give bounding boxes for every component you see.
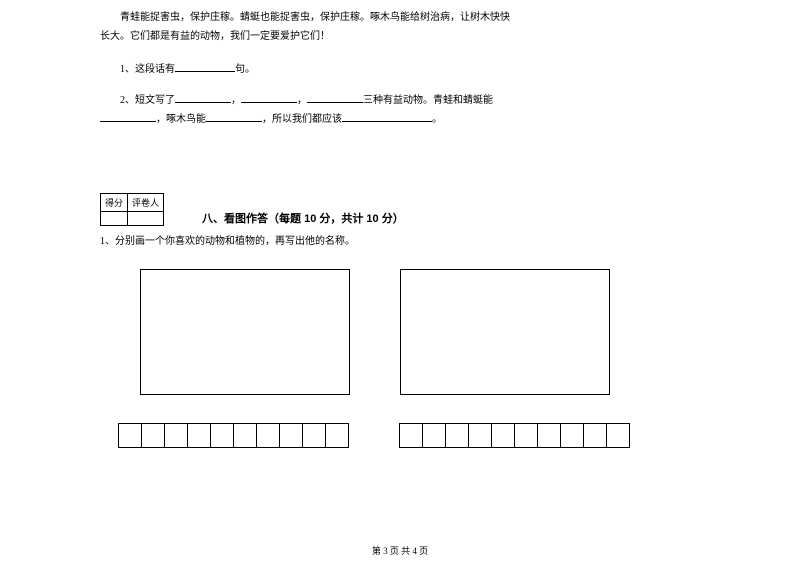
section-header-row: 得分 评卷人 八、看图作答（每题 10 分，共计 10 分） (100, 161, 700, 226)
q2-sep2: ， (297, 95, 307, 106)
q2-blank-4[interactable] (100, 112, 156, 122)
grader-cell[interactable] (128, 212, 164, 226)
grader-label: 评卷人 (128, 194, 164, 212)
question-2-line2: ，啄木鸟能 ，所以我们都应该 。 (100, 110, 700, 129)
drawing-boxes-row (140, 269, 700, 395)
q2-prefix: 2、短文写了 (120, 95, 175, 106)
char-grids-row (118, 423, 700, 448)
score-table: 得分 评卷人 (100, 193, 164, 226)
passage-line-1: 青蛙能捉害虫，保护庄稼。蜻蜓也能捉害虫，保护庄稼。啄木鸟能给树治病，让树木快快 (100, 8, 700, 27)
section-title: 八、看图作答（每题 10 分，共计 10 分） (202, 210, 404, 226)
drawing-box-1[interactable] (140, 269, 350, 395)
passage-line-2: 长大。它们都是有益的动物，我们一定要爱护它们！ (100, 27, 700, 46)
q1-blank[interactable] (175, 62, 235, 72)
page-footer: 第 3 页 共 4 页 (0, 544, 800, 557)
q2-blank-2[interactable] (241, 93, 297, 103)
q2-l2c: 。 (432, 114, 442, 125)
q1-suffix: 句。 (235, 64, 255, 75)
char-grid-1[interactable] (118, 423, 349, 448)
q2-blank-5[interactable] (206, 112, 262, 122)
question-1: 1、这段话有 句。 (100, 60, 700, 79)
drawing-box-2[interactable] (400, 269, 610, 395)
q2-blank-6[interactable] (342, 112, 432, 122)
question-2-line1: 2、短文写了 ， ， 三种有益动物。青蛙和蜻蜓能 (100, 91, 700, 110)
page-content: 青蛙能捉害虫，保护庄稼。蜻蜓也能捉害虫，保护庄稼。啄木鸟能给树治病，让树木快快 … (0, 8, 800, 448)
q2-blank-3[interactable] (307, 93, 363, 103)
q2-blank-1[interactable] (175, 93, 231, 103)
q2-sep1: ， (231, 95, 241, 106)
q2-l2b: ，所以我们都应该 (262, 114, 342, 125)
score-label: 得分 (101, 194, 128, 212)
char-grid-2[interactable] (399, 423, 630, 448)
q1-prefix: 1、这段话有 (120, 64, 175, 75)
q2-l2a: ，啄木鸟能 (156, 114, 206, 125)
drawing-prompt: 1、分别画一个你喜欢的动物和植物的，再写出他的名称。 (100, 232, 700, 251)
q2-mid: 三种有益动物。青蛙和蜻蜓能 (363, 95, 493, 106)
score-cell[interactable] (101, 212, 128, 226)
